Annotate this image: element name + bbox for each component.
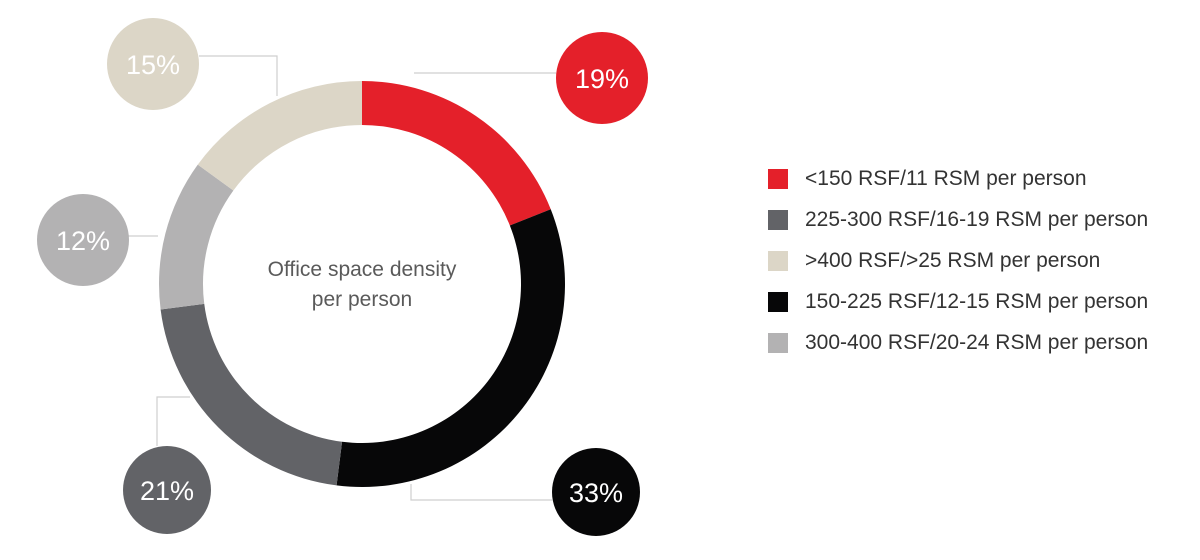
legend-swatch xyxy=(768,209,788,230)
legend-item: 300-400 RSF/20-24 RSM per person xyxy=(768,322,1148,363)
legend-item: 150-225 RSF/12-15 RSM per person xyxy=(768,281,1148,322)
legend-swatch xyxy=(768,332,788,353)
donut-slice-4 xyxy=(197,81,362,191)
value-bubble-4 xyxy=(107,18,199,110)
legend-item: <150 RSF/11 RSM per person xyxy=(768,158,1148,199)
donut-ring xyxy=(159,81,565,487)
value-label-3: 12% xyxy=(56,226,110,256)
value-label-0: 19% xyxy=(575,64,629,94)
value-label-1: 33% xyxy=(569,478,623,508)
center-label-line-1: Office space density xyxy=(268,258,457,281)
donut-slice-2 xyxy=(160,303,343,486)
legend-label: >400 RSF/>25 RSM per person xyxy=(805,248,1101,272)
legend-label: 300-400 RSF/20-24 RSM per person xyxy=(805,330,1149,354)
legend-label: <150 RSF/11 RSM per person xyxy=(805,166,1087,190)
legend-swatch xyxy=(768,291,788,312)
legend-label: 150-225 RSF/12-15 RSM per person xyxy=(805,289,1149,313)
value-bubble-0 xyxy=(556,32,648,124)
value-label-4: 15% xyxy=(126,50,180,80)
donut-slice-0 xyxy=(362,81,551,226)
legend-item: >400 RSF/>25 RSM per person xyxy=(768,240,1148,281)
value-bubbles: 19% 33% 21% 12% 15% xyxy=(37,18,648,536)
legend-swatch xyxy=(768,250,788,271)
donut-slice-3 xyxy=(159,164,234,310)
donut-slice-1 xyxy=(336,209,565,487)
value-bubble-2 xyxy=(123,446,211,534)
leader-lines xyxy=(128,55,556,501)
value-bubble-1 xyxy=(552,448,640,536)
legend-item: 225-300 RSF/16-19 RSM per person xyxy=(768,199,1148,240)
legend: <150 RSF/11 RSM per person 225-300 RSF/16… xyxy=(768,158,1148,363)
leader-line-2 xyxy=(156,396,190,446)
center-label-line-2: per person xyxy=(312,288,412,311)
leader-line-1 xyxy=(410,484,552,501)
legend-swatch xyxy=(768,168,788,189)
value-bubble-3 xyxy=(37,194,129,286)
legend-label: 225-300 RSF/16-19 RSM per person xyxy=(805,207,1149,231)
leader-line-4 xyxy=(199,55,278,96)
value-label-2: 21% xyxy=(140,476,194,506)
